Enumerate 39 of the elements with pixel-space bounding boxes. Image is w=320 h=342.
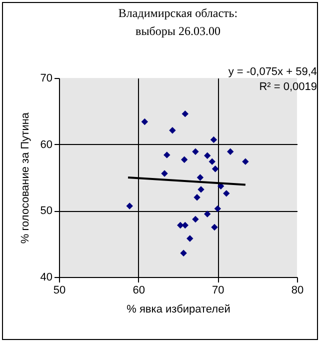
point [196,174,204,181]
point [182,110,188,118]
point [212,166,219,172]
point [180,250,187,256]
chart-title: Владимирская область: [118,6,238,20]
point [211,224,218,231]
point [198,186,204,193]
x-axis-title: % явка избирателей [126,304,230,316]
point [182,222,188,229]
y-tick-label: 50 [40,205,52,218]
point [126,202,133,210]
x-tick-label: 70 [212,284,224,296]
y-tick-label: 40 [40,272,52,284]
point [227,148,234,155]
point [223,190,230,197]
point [214,205,222,212]
point [192,148,199,155]
point [210,136,218,144]
point [194,194,200,201]
point [169,127,176,134]
point [242,158,249,165]
y-axis-title: % голосование за Путина [19,112,32,244]
point [208,158,216,165]
point [186,235,194,242]
point [192,216,199,223]
point [164,152,170,158]
x-tick-label: 60 [132,284,145,296]
point [141,118,148,126]
point [161,170,168,177]
y-tick-label: 70 [40,72,52,84]
point [180,156,188,163]
text: y = -0,075x + 59,4 [228,66,317,78]
y-tick-label: 60 [40,138,52,151]
chart-subtitle: выборы 26.03.00 [136,24,220,38]
annotation: R² = 0,0019 [259,81,317,93]
x-tick-label: 80 [291,284,304,296]
point [204,210,211,218]
point [204,152,211,159]
x-tick-label: 50 [53,284,66,296]
